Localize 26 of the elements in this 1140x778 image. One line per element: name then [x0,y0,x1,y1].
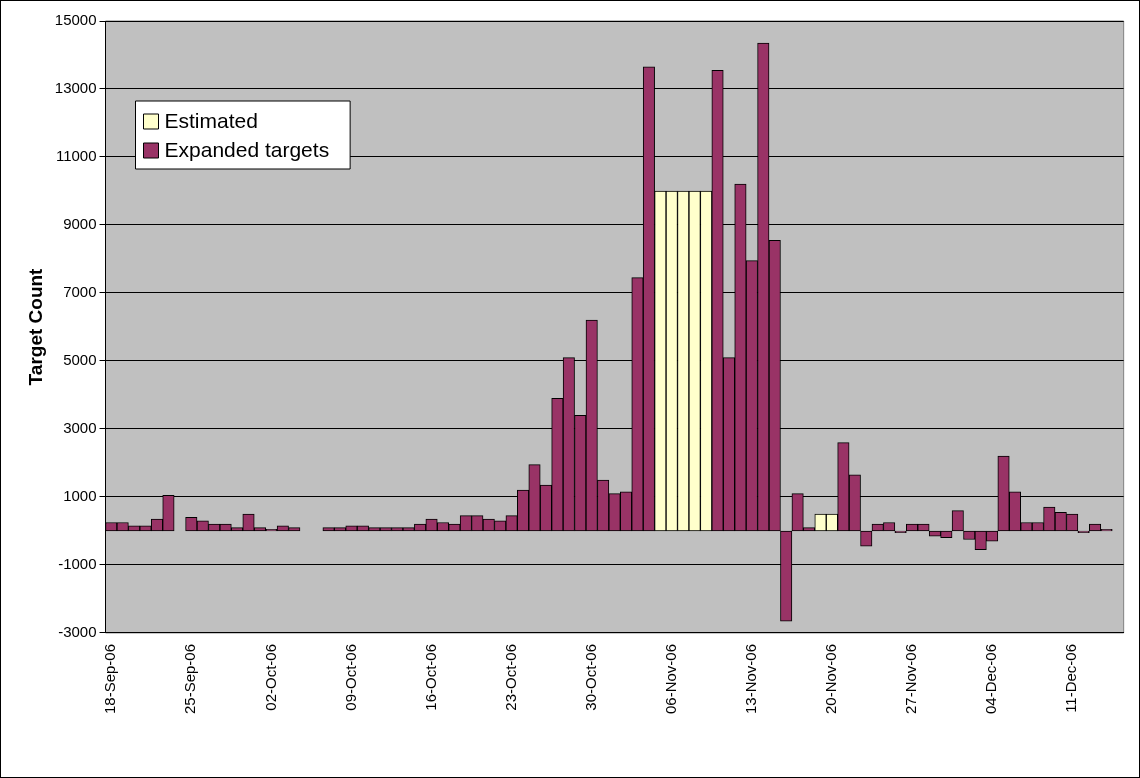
x-tick-label: 13-Nov-06 [742,643,760,714]
x-tick-label: 11-Dec-06 [1062,643,1080,713]
x-tick-label: 30-Oct-06 [581,643,599,711]
y-tick-label: 15000 [54,11,97,29]
x-tick-label: 18-Sep-06 [101,643,119,715]
y-tick-label: 7000 [63,283,97,301]
y-tick-label: 3000 [63,419,97,437]
x-tick-label: 23-Oct-06 [501,643,519,711]
x-tick-label: 25-Sep-06 [181,643,199,715]
x-tick-label: 27-Nov-06 [902,643,920,714]
x-tick-label: 20-Nov-06 [822,643,840,714]
x-tick-label: 06-Nov-06 [661,643,679,714]
x-tick-label: 09-Oct-06 [341,643,359,711]
y-tick-label: -3000 [58,623,97,641]
y-tick-label: 13000 [54,79,97,97]
x-tick-label: 16-Oct-06 [421,643,439,711]
y-axis-title: Target Count [24,267,46,386]
legend-label: Estimated [164,108,258,132]
y-tick-label: -1000 [58,555,97,573]
y-tick-label: 5000 [63,351,97,369]
x-tick-label: 04-Dec-06 [982,643,1000,714]
y-tick-label: 11000 [55,147,97,165]
y-tick-label: 1000 [63,487,97,505]
y-tick-label: 9000 [63,215,97,233]
legend-label: Expanded targets [164,137,330,161]
x-tick-label: 02-Oct-06 [261,643,279,711]
